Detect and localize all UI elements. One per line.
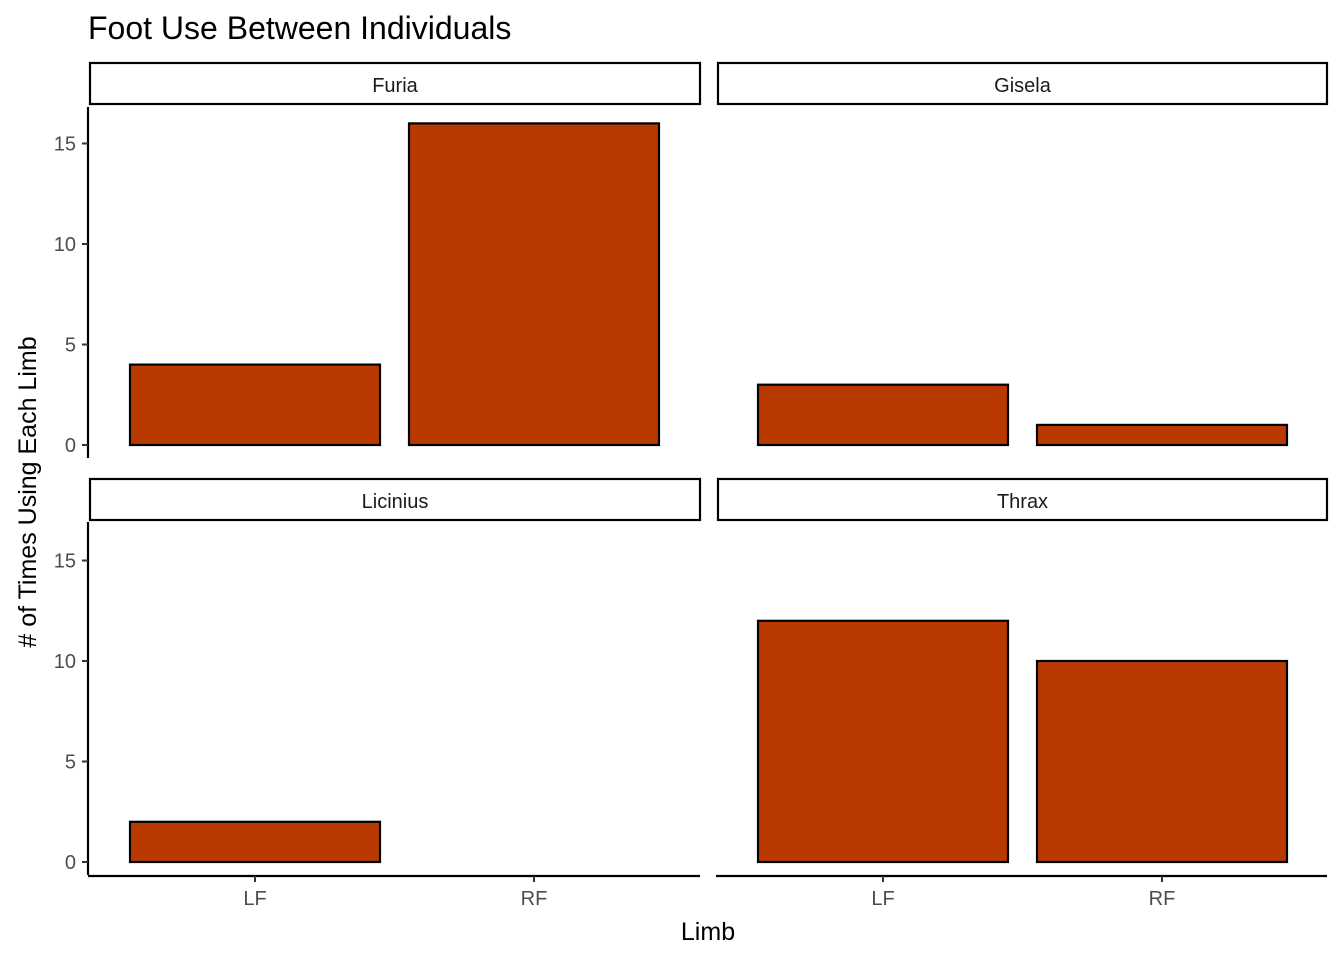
facet-panel-furia: Furia 0 5 10 15: [54, 61, 702, 458]
bar-rf: [407, 122, 661, 447]
facet-strip: [88, 477, 702, 522]
bar-lf: [128, 820, 382, 864]
y-tick-label: 0: [65, 435, 76, 457]
facet-strip-label: Thrax: [997, 491, 1048, 513]
facet-panel-thrax: Thrax LF RF: [716, 477, 1329, 910]
bar-lf: [756, 619, 1010, 864]
facet-strip-label: Licinius: [362, 491, 429, 513]
x-tick-label-lf: LF: [871, 888, 894, 910]
y-tick-label: 0: [65, 852, 76, 874]
y-tick-label: 15: [54, 551, 76, 573]
x-tick-label-rf: RF: [521, 888, 548, 910]
facet-strip: [88, 61, 702, 106]
chart-title: Foot Use Between Individuals: [88, 10, 511, 46]
bar-lf: [128, 363, 382, 447]
x-tick-label-lf: LF: [243, 888, 266, 910]
bar-rf: [1035, 659, 1289, 864]
bar-rf: [1035, 423, 1289, 447]
bar-lf: [756, 383, 1010, 447]
y-tick-label: 5: [65, 335, 76, 357]
y-axis-title: # of Times Using Each Limb: [14, 336, 42, 647]
facet-strip: [716, 477, 1329, 522]
facet-strip-label: Gisela: [994, 75, 1052, 97]
y-tick-label: 15: [54, 134, 76, 156]
x-tick-label-rf: RF: [1149, 888, 1176, 910]
facet-panel-licinius: Licinius 0 5 10 15 LF RF: [54, 477, 702, 910]
facet-strip-label: Furia: [372, 75, 418, 97]
y-tick-label: 10: [54, 651, 76, 673]
y-tick-label: 10: [54, 234, 76, 256]
y-tick-label: 5: [65, 752, 76, 774]
x-axis-title: Limb: [681, 918, 735, 946]
facet-panel-gisela: Gisela: [716, 61, 1329, 447]
facet-strip: [716, 61, 1329, 106]
